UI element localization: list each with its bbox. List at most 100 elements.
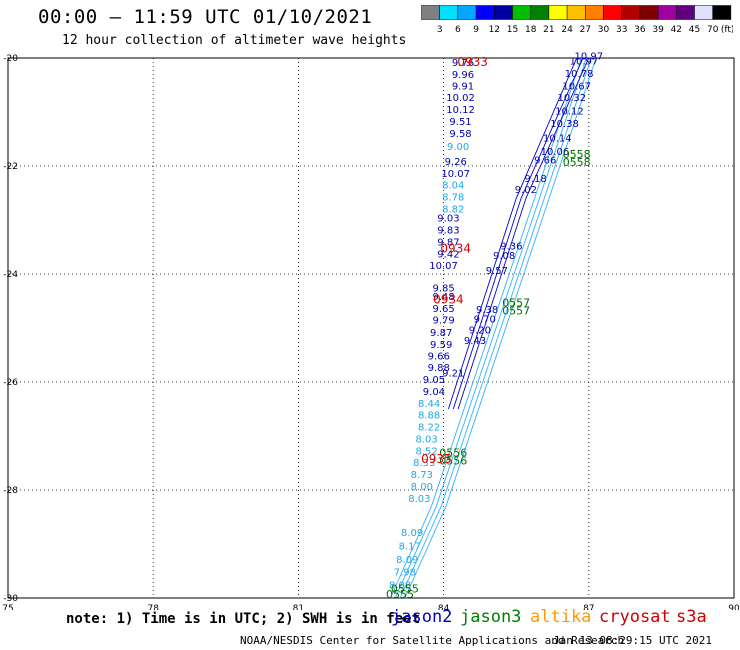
y-tick-label: -22 xyxy=(3,162,18,172)
pass-time-label: 0934 xyxy=(440,241,471,255)
colorbar-label: 21 xyxy=(543,25,554,35)
colorbar-label: 6 xyxy=(455,25,461,35)
swh-value-label: 8.88 xyxy=(418,411,440,422)
swh-value-label: 9.18 xyxy=(524,174,546,185)
satellite-ground-track xyxy=(448,57,578,410)
swh-value-label: 9.66 xyxy=(428,351,450,362)
swh-value-label: 8.82 xyxy=(442,204,464,215)
swh-value-label: 9.59 xyxy=(430,340,452,351)
satellite-ground-track xyxy=(389,57,582,599)
swh-value-label: 8.17 xyxy=(399,541,421,552)
swh-value-label: 9.88 xyxy=(428,363,450,374)
pass-time-label: 0556 xyxy=(439,455,467,468)
swh-value-label: 9.03 xyxy=(437,214,459,225)
pass-time-label: 0935 xyxy=(421,452,452,466)
x-tick-label: 81 xyxy=(293,604,304,610)
swh-value-label: 10.97 xyxy=(570,56,599,67)
swh-value-label: 9.43 xyxy=(464,336,486,347)
colorbar-swatch xyxy=(712,5,732,20)
swh-value-label: 10.78 xyxy=(565,69,594,80)
x-tick-label: 75 xyxy=(2,604,13,610)
colorbar-label: 30 xyxy=(598,25,610,35)
y-tick-label: -30 xyxy=(3,594,18,604)
colorbar-label: 9 xyxy=(473,25,479,35)
swh-value-label: 10.07 xyxy=(441,169,470,180)
colorbar-label: 42 xyxy=(671,25,682,35)
swh-value-label: 8.73 xyxy=(411,470,433,481)
swh-value-label: 8.22 xyxy=(418,423,440,434)
pass-time-label: 0555 xyxy=(391,583,419,596)
pass-time-label: 0557 xyxy=(502,296,530,309)
swh-value-label: 9.76 xyxy=(452,58,474,69)
swh-value-label: 8.03 xyxy=(416,434,438,445)
swh-value-label: 9.42 xyxy=(437,249,459,260)
pass-time-label: 0558 xyxy=(563,148,591,161)
swh-value-label: 8.08 xyxy=(389,580,411,591)
satellite-jason2: jason2 xyxy=(391,607,453,627)
swh-value-label: 9.00 xyxy=(447,142,469,153)
swh-value-label: 8.44 xyxy=(418,399,440,410)
swh-value-label: 9.57 xyxy=(486,266,508,277)
pass-time-label: 0555 xyxy=(386,588,414,601)
swh-value-label: 10.32 xyxy=(558,93,587,104)
swh-value-label: 9.08 xyxy=(493,251,515,262)
satellite-jason3: jason3 xyxy=(460,607,522,627)
colorbar-label: 24 xyxy=(561,25,573,35)
colorbar-label: 36 xyxy=(634,25,646,35)
chart-title: 00:00 – 11:59 UTC 01/10/2021 xyxy=(38,6,373,28)
pass-time-label: 0934 xyxy=(433,293,464,307)
satellite-cryosat: cryosat xyxy=(599,607,671,627)
y-tick-label: -20 xyxy=(3,54,18,64)
swh-value-label: 9.65 xyxy=(432,304,454,315)
satellite-ground-track xyxy=(452,57,584,410)
swh-value-label: 10.97 xyxy=(574,52,603,63)
swh-value-label: 9.66 xyxy=(534,155,556,166)
wave-height-map: 75 78 81 84 87 90-20-22-24-26-28-309.008.048.… xyxy=(2,52,740,610)
swh-value-label: 9.83 xyxy=(437,226,459,237)
y-tick-label: -24 xyxy=(3,270,18,280)
y-tick-label: -28 xyxy=(3,486,18,496)
swh-value-label: 9.70 xyxy=(474,315,496,326)
colorbar-label: 39 xyxy=(652,25,664,35)
swh-value-label: 9.87 xyxy=(430,328,452,339)
footer-note: note: 1) Time is in UTC; 2) SWH is in fe… xyxy=(66,611,421,627)
swh-value-label: 10.12 xyxy=(446,105,475,116)
swh-value-label: 9.85 xyxy=(432,283,454,294)
colorbar-label: 12 xyxy=(489,25,500,35)
swh-value-label: 9.05 xyxy=(423,375,445,386)
colorbar-label: 70 xyxy=(707,25,719,35)
x-tick-label: 78 xyxy=(147,604,159,610)
swh-value-label: 10.67 xyxy=(562,81,591,92)
swh-value-label: 10.12 xyxy=(555,107,584,118)
satellite-ground-track xyxy=(457,57,590,410)
y-tick-label: -26 xyxy=(3,378,18,388)
swh-value-label: 9.58 xyxy=(449,129,471,140)
swh-value-label: 9.38 xyxy=(476,305,498,316)
swh-value-label: 8.33 xyxy=(413,458,435,469)
swh-value-label: 10.14 xyxy=(543,134,572,145)
chart-subtitle: 12 hour collection of altimeter wave hei… xyxy=(62,33,407,48)
swh-value-label: 8.09 xyxy=(396,555,418,566)
swh-value-label: 10.38 xyxy=(550,119,579,130)
colorbar-label: 33 xyxy=(616,25,627,35)
swh-value-label: 9.04 xyxy=(423,387,445,398)
swh-value-label: 10.06 xyxy=(541,147,570,158)
map-frame xyxy=(7,57,735,599)
satellite-ground-track xyxy=(404,57,597,599)
satellite-ground-track xyxy=(394,57,587,599)
swh-value-label: 9.36 xyxy=(500,242,522,253)
colorbar-label: 15 xyxy=(507,25,518,35)
swh-value-label: 9.91 xyxy=(452,81,474,92)
colorbar-label: 27 xyxy=(580,25,591,35)
satellite-ground-track xyxy=(399,57,592,599)
colorbar-label: 18 xyxy=(525,25,537,35)
colorbar-label: 3 xyxy=(437,25,443,35)
swh-value-label: 9.79 xyxy=(432,316,454,327)
x-tick-label: 90 xyxy=(728,604,740,610)
swh-value-label: 9.26 xyxy=(445,157,467,168)
pass-time-label: 0556 xyxy=(439,447,467,460)
credit-line: NOAA/NESDIS Center for Satellite Applica… xyxy=(240,634,625,647)
satellite-altika: altika xyxy=(530,607,592,627)
swh-value-label: 8.52 xyxy=(416,446,438,457)
